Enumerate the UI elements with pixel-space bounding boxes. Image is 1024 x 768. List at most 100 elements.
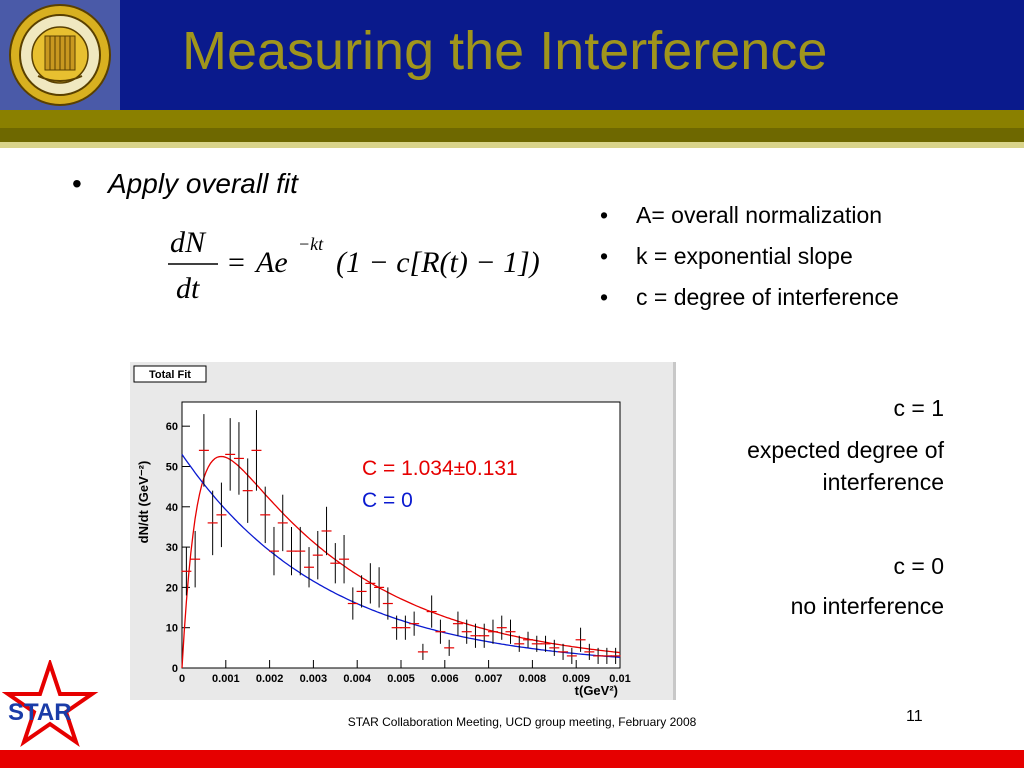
header-divider-light <box>0 142 1024 148</box>
star-logo: STAR <box>2 660 99 748</box>
data-point <box>312 530 323 580</box>
star-icon <box>2 660 99 748</box>
x-tick-label: 0.008 <box>519 673 547 685</box>
formula-equals: = <box>228 246 245 279</box>
data-point <box>417 643 428 660</box>
y-axis-label: dN/dt (GeV⁻²) <box>136 461 151 544</box>
data-point <box>190 530 201 588</box>
note-c1-title: c = 1 <box>893 395 944 421</box>
x-tick-label: 0.006 <box>431 673 459 685</box>
formula-rhs: Ae <box>254 246 288 279</box>
formula-bracket: (1 − c[R(t) − 1]) <box>336 246 540 279</box>
definition-item: • c = degree of interference <box>600 284 899 310</box>
data-point <box>514 635 525 652</box>
definition-list: • A= overall normalization • k = exponenti… <box>600 202 899 325</box>
header-divider-olive <box>0 110 1024 128</box>
data-point <box>409 611 420 636</box>
x-tick-label: 0.009 <box>562 673 590 685</box>
data-point <box>330 543 341 584</box>
note-c0-line1: no interference <box>790 593 944 619</box>
x-tick-label: 0.007 <box>475 673 503 685</box>
data-point <box>382 587 393 620</box>
data-point <box>260 486 271 544</box>
x-tick-label: 0.01 <box>609 673 630 685</box>
data-point <box>321 506 332 556</box>
y-tick-label: 30 <box>166 542 178 554</box>
bullet-symbol: • <box>72 168 82 199</box>
x-tick-label: 0.005 <box>387 673 415 685</box>
footer-bar <box>0 750 1024 768</box>
note-c1-line1: expected degree of <box>747 437 944 463</box>
data-point <box>575 627 586 652</box>
data-point <box>540 635 551 652</box>
data-point <box>295 526 306 576</box>
data-point <box>207 490 218 556</box>
data-point <box>198 414 209 487</box>
data-point <box>225 418 236 491</box>
data-point <box>452 611 463 636</box>
x-tick-label: 0 <box>179 673 185 685</box>
data-point <box>242 458 253 523</box>
university-seal-box <box>0 0 120 110</box>
footer-text: STAR Collaboration Meeting, UCD group me… <box>347 715 697 729</box>
fit-formula: dN dt = Ae −kt (1 − c[R(t) − 1]) <box>168 226 540 305</box>
note-c1-line2: interference <box>822 469 944 495</box>
fit-curve-interference <box>181 455 621 669</box>
university-seal-logo <box>9 4 111 106</box>
x-tick-label: 0.004 <box>343 673 371 685</box>
star-logo-text: STAR <box>8 699 72 726</box>
data-point <box>181 547 192 596</box>
x-axis-label: t(GeV²) <box>575 683 618 698</box>
data-point <box>593 647 604 664</box>
data-point <box>487 619 498 644</box>
data-point <box>233 422 244 495</box>
y-tick-label: 40 <box>166 502 178 514</box>
data-point <box>339 535 350 584</box>
data-point <box>391 615 402 640</box>
data-point <box>566 647 577 664</box>
data-point <box>531 635 542 652</box>
fit-curve-no-interference <box>181 454 621 659</box>
data-point <box>558 643 569 660</box>
data-point <box>435 619 446 644</box>
data-point <box>374 567 385 608</box>
chart-title-box <box>133 365 207 383</box>
data-point <box>496 615 507 640</box>
data-point <box>426 595 437 628</box>
data-point <box>549 639 560 656</box>
x-tick-label: 0.003 <box>300 673 328 685</box>
data-point <box>347 587 358 620</box>
data-point <box>461 619 472 644</box>
data-point <box>277 494 288 552</box>
header-band: Measuring the Interference <box>0 0 1024 110</box>
definition-item: • k = exponential slope <box>600 243 853 269</box>
header-divider-dark <box>0 128 1024 142</box>
data-point <box>479 623 490 648</box>
data-point <box>400 615 411 640</box>
formula-numerator: dN <box>170 226 207 259</box>
plot-frame-shadow <box>673 362 676 700</box>
y-tick-label: 0 <box>172 663 178 675</box>
y-tick-label: 10 <box>166 623 178 635</box>
definition-item: • A= overall normalization <box>600 202 883 228</box>
data-point <box>251 410 262 491</box>
data-point <box>505 619 516 644</box>
x-tick-label: 0.002 <box>256 673 284 685</box>
data-point <box>523 631 534 648</box>
bullet-text: Apply overall fit <box>108 168 298 199</box>
data-point <box>216 482 227 548</box>
data-point <box>601 647 612 664</box>
x-tick-label: 0.001 <box>212 673 240 685</box>
data-point <box>268 526 279 576</box>
y-tick-label: 20 <box>166 582 178 594</box>
data-point <box>286 526 297 576</box>
y-tick-label: 60 <box>166 421 178 433</box>
data-point <box>304 547 315 588</box>
formula-exponent: −kt <box>298 234 324 254</box>
data-point <box>356 575 367 608</box>
data-point <box>610 647 621 664</box>
bullet-apply-fit: • Apply overall fit <box>72 168 298 200</box>
data-point <box>470 623 481 648</box>
fit-label-no-interference: C = 0 <box>362 489 413 512</box>
slide-title: Measuring the Interference <box>182 21 828 81</box>
